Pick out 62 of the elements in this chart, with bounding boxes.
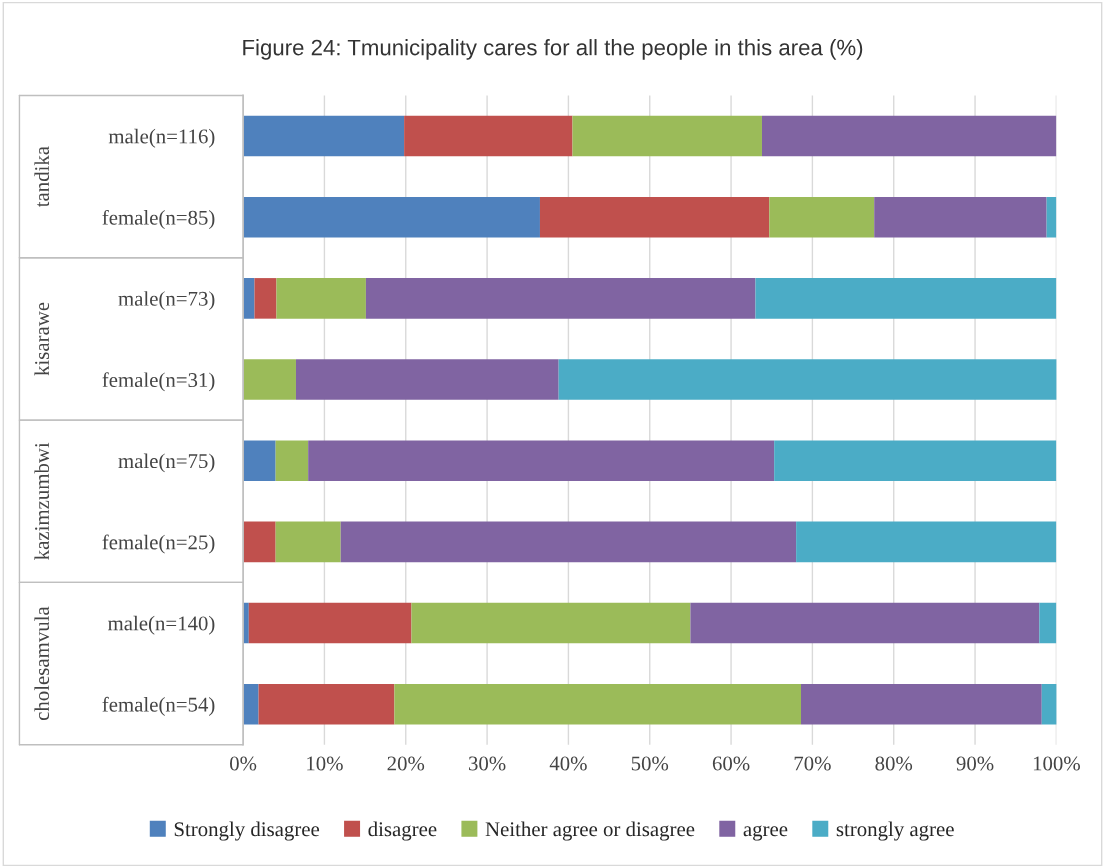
bar — [276, 278, 366, 319]
y-tick-label: female(n=31) — [102, 372, 215, 392]
x-tick-label: 80% — [875, 756, 913, 771]
bar — [1046, 196, 1057, 238]
y-tick-label: female(n=54) — [102, 696, 215, 716]
x-tick-label: 60% — [712, 756, 750, 771]
bar — [258, 683, 395, 725]
bar — [1039, 602, 1057, 644]
bar — [254, 278, 277, 319]
x-tick-label: 30% — [468, 756, 506, 771]
y-tick-label: male(n=116) — [108, 128, 215, 148]
y-tick-label: female(n=85) — [102, 209, 215, 229]
text: cholesamvula — [34, 606, 50, 721]
bar — [755, 278, 1057, 319]
legend-label: strongly agree — [836, 821, 954, 841]
bar — [243, 115, 405, 157]
bar — [874, 196, 1047, 238]
bar — [558, 359, 1057, 400]
legend-label: agree — [743, 825, 788, 841]
bar — [275, 440, 309, 481]
bar — [308, 440, 775, 481]
legend-label: Neither agree or disagree — [485, 821, 695, 841]
x-tick-label: 10% — [307, 756, 343, 771]
bar — [243, 683, 259, 725]
bar — [769, 196, 875, 238]
y-tick-label: male(n=140) — [107, 615, 215, 635]
legend-label: disagree — [368, 821, 437, 841]
bar — [394, 683, 802, 725]
bar — [295, 359, 559, 400]
y-tick-label: female(n=25) — [102, 534, 215, 554]
bar — [340, 521, 797, 563]
bar — [572, 115, 762, 157]
x-tick-label: 100% — [1033, 756, 1080, 771]
bar — [690, 602, 1040, 644]
text: tandika — [34, 146, 50, 208]
x-tick-label: 20% — [387, 756, 425, 771]
x-tick-label: 0% — [230, 756, 257, 771]
bar — [275, 521, 341, 563]
bar — [761, 115, 1057, 157]
text: kisarawe — [34, 302, 50, 376]
x-tick-label: 90% — [956, 756, 994, 771]
bar — [243, 440, 276, 481]
bar — [411, 602, 691, 644]
y-tick-label: male(n=75) — [118, 453, 215, 473]
y-tick-label: male(n=73) — [118, 291, 215, 311]
text: kazimzumbwi — [34, 442, 50, 560]
chart-title: Figure 24: Tmunicipality cares for all the people in this area (%) — [243, 39, 863, 60]
bar — [796, 521, 1057, 563]
bar — [365, 278, 756, 319]
bar — [404, 115, 573, 157]
x-tick-label: 70% — [794, 756, 831, 771]
bar — [1041, 683, 1057, 725]
x-tick-label: 40% — [549, 756, 587, 771]
bar — [243, 359, 296, 400]
bar — [243, 521, 276, 563]
x-tick-label: 50% — [631, 756, 669, 771]
bar — [801, 683, 1042, 725]
bar — [774, 440, 1057, 481]
bar — [539, 196, 770, 238]
legend-label: Strongly disagree — [174, 821, 320, 841]
bar — [248, 602, 412, 644]
bar — [243, 196, 540, 238]
